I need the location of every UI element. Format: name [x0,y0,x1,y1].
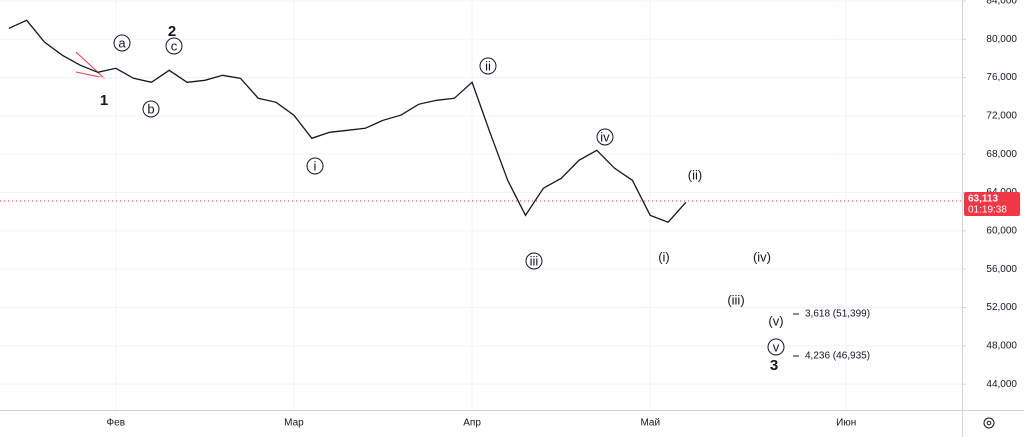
y-tick-label: 68,000 [986,149,1017,160]
wave-number: 2 [168,23,176,40]
settings-button[interactable] [983,417,995,429]
wave-label: (iv) [753,249,771,264]
settings-icon-center [986,420,992,426]
wave-label: (ii) [688,167,702,182]
fib-label: 4,236 (46,935) [805,351,870,362]
wave-label: iii [530,253,539,268]
y-tick-label: 44,000 [986,379,1017,390]
wave-label: i [314,158,317,173]
wave-number: 3 [770,357,778,374]
x-tick-label: Июн [836,418,856,429]
y-tick-label: 52,000 [986,302,1017,313]
wave-label: (v) [768,313,783,328]
wave-label: v [773,339,780,354]
wave-label: iv [600,129,610,144]
y-tick-label: 76,000 [986,72,1017,83]
wave-circle [142,100,160,118]
x-tick-label: Апр [463,418,481,429]
y-tick-label: 48,000 [986,340,1017,351]
x-tick-label: Фев [107,418,125,429]
x-tick-label: Мар [284,418,304,429]
settings-icon[interactable] [983,417,995,429]
wave-circle [479,57,497,75]
fib-label: 3,618 (51,399) [805,309,870,320]
wave-label: c [171,38,178,53]
y-tick-label: 84,000 [986,0,1017,7]
y-tick-label: 80,000 [986,34,1017,45]
last-price-box [964,192,1020,217]
wave-circle [165,37,183,55]
wave-label: b [147,101,154,116]
wave-number: 1 [100,92,108,109]
y-tick-label: 72,000 [986,111,1017,122]
y-tick-label: 56,000 [986,264,1017,275]
wave-circle [767,338,785,356]
x-tick-label: Май [640,418,660,429]
wave-label: ii [485,58,491,73]
wave-label: (iii) [727,292,744,307]
countdown-timer: 01:19:38 [968,205,1007,216]
last-price-label: 63,113 [968,194,998,205]
wave-circle [113,34,131,52]
wave-circle [306,157,324,175]
price-line [8,19,687,223]
wave-label: a [118,35,126,50]
y-tick-label: 60,000 [986,226,1017,237]
wave-circle [525,252,543,270]
wave-circle [596,128,614,146]
wave-label: (i) [658,249,670,264]
